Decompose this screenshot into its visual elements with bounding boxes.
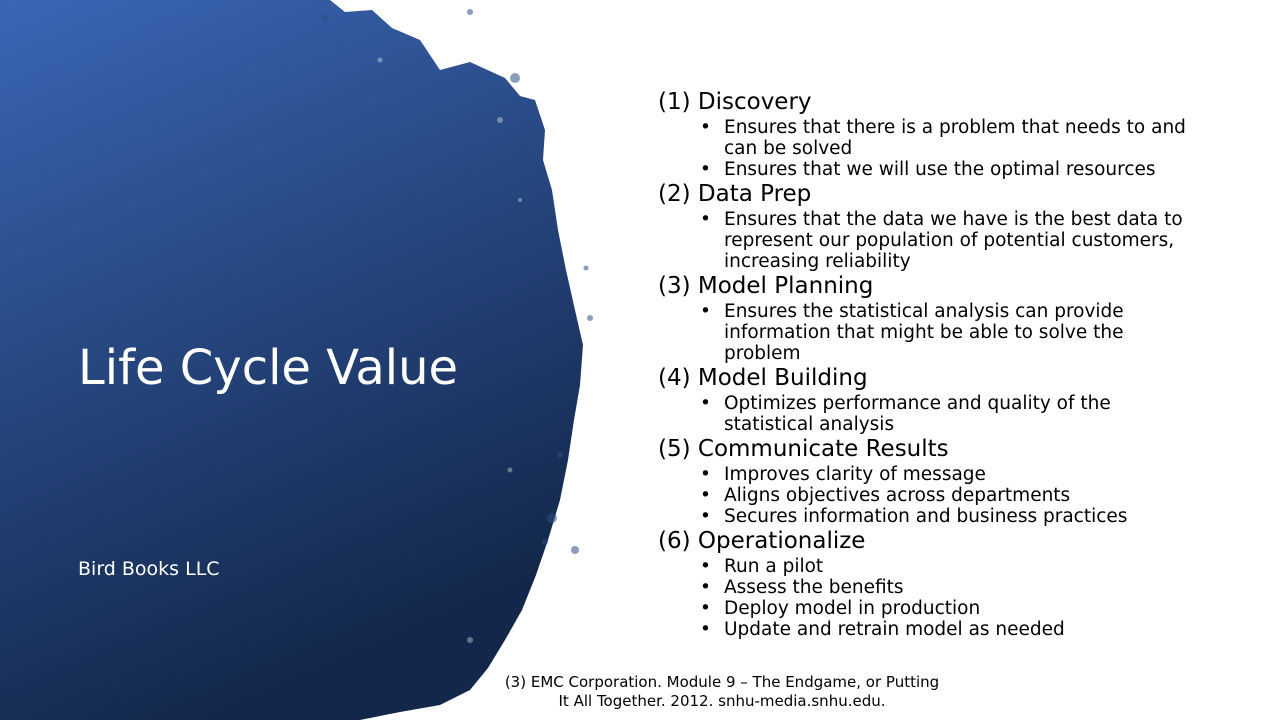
slide-title: Life Cycle Value (78, 340, 459, 396)
section-operationalize: (6) Operationalize Run a pilot Assess th… (658, 527, 1198, 640)
section-heading: (5) Communicate Results (658, 436, 949, 462)
bullet-list: Run a pilot Assess the benefits Deploy m… (658, 556, 1198, 640)
bullet-item: Optimizes performance and quality of the… (700, 393, 1198, 435)
section-data-prep: (2) Data Prep Ensures that the data we h… (658, 180, 1198, 272)
bullet-item: Aligns objectives across departments (700, 485, 1198, 506)
bullet-item: Secures information and business practic… (700, 506, 1198, 527)
section-communicate-results: (5) Communicate Results Improves clarity… (658, 435, 1198, 527)
bullet-item: Update and retrain model as needed (700, 619, 1198, 640)
section-heading: (2) Data Prep (658, 181, 812, 207)
section-heading: (3) Model Planning (658, 273, 874, 299)
section-heading: (1) Discovery (658, 89, 812, 115)
section-model-building: (4) Model Building Optimizes performance… (658, 364, 1198, 435)
bullet-list: Optimizes performance and quality of the… (658, 393, 1198, 435)
bullet-item: Ensures that the data we have is the bes… (700, 209, 1198, 272)
section-heading: (6) Operationalize (658, 528, 866, 554)
citation-footnote: (3) EMC Corporation. Module 9 – The Endg… (504, 673, 940, 710)
bullet-item: Improves clarity of message (700, 464, 1198, 485)
bullet-item: Ensures that there is a problem that nee… (700, 117, 1198, 159)
bullet-item: Deploy model in production (700, 598, 1198, 619)
bullet-list: Ensures the statistical analysis can pro… (658, 301, 1198, 364)
bullet-item: Run a pilot (700, 556, 1198, 577)
section-model-planning: (3) Model Planning Ensures the statistic… (658, 272, 1198, 364)
bullet-list: Improves clarity of message Aligns objec… (658, 464, 1198, 527)
bullet-list: Ensures that there is a problem that nee… (658, 117, 1198, 180)
blue-brush-shape (0, 0, 593, 720)
bullet-item: Ensures that we will use the optimal res… (700, 159, 1198, 180)
section-heading: (4) Model Building (658, 365, 868, 391)
bullet-item: Ensures the statistical analysis can pro… (700, 301, 1198, 364)
slide-subtitle: Bird Books LLC (78, 558, 220, 580)
content-body: (1) Discovery Ensures that there is a pr… (658, 88, 1198, 640)
bullet-list: Ensures that the data we have is the bes… (658, 209, 1198, 272)
bullet-item: Assess the benefits (700, 577, 1198, 598)
section-discovery: (1) Discovery Ensures that there is a pr… (658, 88, 1198, 180)
